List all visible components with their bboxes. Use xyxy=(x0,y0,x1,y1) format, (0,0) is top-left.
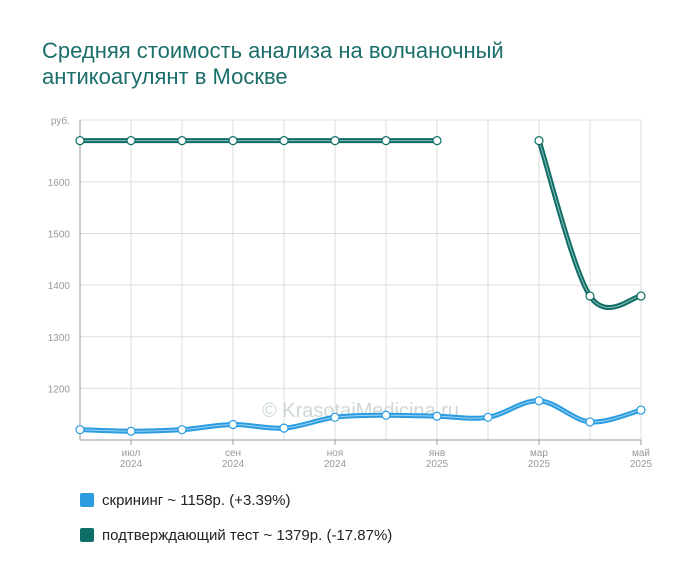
x-tick-label: 2024 xyxy=(222,459,245,470)
x-tick-label: сен xyxy=(225,448,241,459)
chart-title: Средняя стоимость анализа на волчаночный… xyxy=(42,38,662,90)
data-point xyxy=(585,417,595,427)
x-tick-label: июл xyxy=(122,448,141,459)
data-point xyxy=(483,412,493,422)
series-2-group xyxy=(80,138,644,310)
data-point xyxy=(636,291,646,301)
series-line-highlight xyxy=(538,140,642,309)
data-point xyxy=(279,136,289,146)
data-point xyxy=(534,396,544,406)
data-point xyxy=(432,411,442,421)
data-point xyxy=(126,136,136,146)
legend-label-screening: скрининг ~ 1158р. (+3.39%) xyxy=(102,492,291,509)
data-point xyxy=(330,412,340,422)
x-tick-label: май xyxy=(632,448,650,459)
legend-swatch-confirmatory xyxy=(80,528,94,542)
data-point xyxy=(228,419,238,430)
x-tick-label: 2024 xyxy=(324,459,347,470)
x-tick-label: ноя xyxy=(327,448,344,459)
legend-item-confirmatory[interactable]: подтверждающий тест ~ 1379р. (-17.87%) xyxy=(80,527,392,544)
chart-title-line-1: Средняя стоимость анализа на волчаночный xyxy=(42,38,504,63)
legend-item-screening[interactable]: скрининг ~ 1158р. (+3.39%) xyxy=(80,492,291,509)
data-point xyxy=(381,136,391,146)
data-point xyxy=(75,425,85,435)
data-point xyxy=(432,136,442,146)
x-tick-label: 2025 xyxy=(426,459,449,470)
data-point xyxy=(279,423,289,433)
watermark: © KrasotaiMedicina.ru xyxy=(262,400,459,422)
data-point xyxy=(534,136,544,146)
x-tick-label: 2025 xyxy=(630,459,653,470)
legend-swatch-screening xyxy=(80,493,94,507)
data-point xyxy=(75,136,85,146)
data-point xyxy=(177,425,187,435)
data-point xyxy=(330,136,340,146)
x-tick-label: 2024 xyxy=(120,459,143,470)
data-point xyxy=(126,426,136,436)
chart-title-line-2: антикоагулянт в Москве xyxy=(42,64,288,89)
legend-label-confirmatory: подтверждающий тест ~ 1379р. (-17.87%) xyxy=(102,527,393,544)
data-point xyxy=(636,405,646,415)
y-tick-label: 1300 xyxy=(48,333,71,344)
data-point xyxy=(177,136,187,146)
y-tick-label: 1400 xyxy=(48,281,71,292)
y-tick-label: 1200 xyxy=(48,384,71,395)
x-tick-label: мар xyxy=(530,448,548,459)
y-tick-label: 1500 xyxy=(48,230,71,241)
data-point xyxy=(585,291,595,301)
y-tick-label: 1600 xyxy=(48,178,71,189)
x-tick-label: 2025 xyxy=(528,459,551,470)
x-tick-label: янв xyxy=(429,448,445,459)
data-point xyxy=(381,410,391,420)
y-unit-label: руб. xyxy=(51,115,70,127)
data-point xyxy=(228,136,238,146)
